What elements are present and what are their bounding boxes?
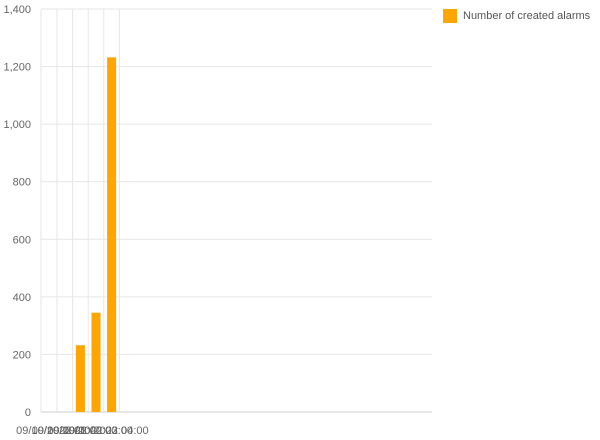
y-tick-label: 200 [13,349,31,361]
x-tick-label: 09/10/2022 02:00 [32,425,118,437]
bars [75,57,117,413]
legend-swatch [443,9,457,23]
x-tick-label: 09/10/2022 03:00 [47,425,133,437]
bar[interactable] [75,345,85,412]
y-tick-label: 600 [13,234,31,246]
bar[interactable] [91,312,101,412]
legend[interactable]: Number of created alarms [443,9,590,23]
legend-label: Number of created alarms [463,10,591,22]
y-tick-label: 1,200 [3,62,31,74]
y-axis: 0 200 400 600 800 1,000 1,200 1,400 [3,4,31,419]
y-tick-label: 1,400 [3,4,31,16]
y-tick-label: 400 [13,292,31,304]
y-tick-label: 0 [25,407,31,419]
bar[interactable] [107,57,117,413]
y-tick-label: 1,000 [3,119,31,131]
x-tick-label: 09/10/2022 04:00 [63,425,149,437]
x-tick-label: 09/10/2022 01:00 [16,425,102,437]
y-tick-label: 800 [13,177,31,189]
gridlines [40,8,432,413]
